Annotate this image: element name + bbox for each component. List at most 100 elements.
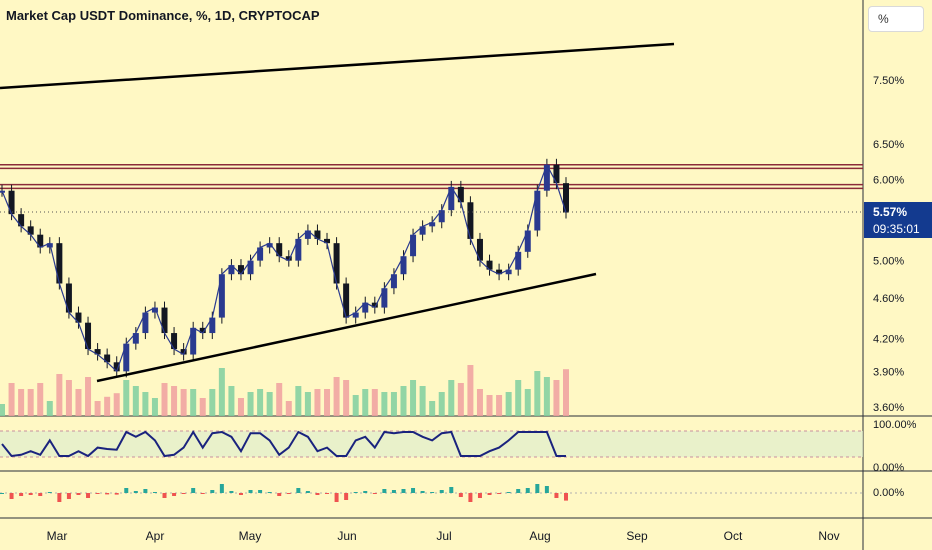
volume-bar (228, 386, 235, 416)
volume-bar (496, 395, 503, 416)
price-candle (448, 186, 455, 211)
volume-bar (390, 392, 397, 416)
volume-bar (410, 380, 417, 416)
lower-axis-labels: 100.00% 0.00% 0.00% (873, 419, 917, 499)
volume-bar (27, 389, 34, 416)
price-candle (56, 243, 63, 284)
macd-bar (267, 492, 272, 493)
macd-bar (296, 488, 301, 493)
macd-bar (401, 489, 406, 493)
volume-bar (343, 380, 350, 416)
lower-trendline[interactable] (96, 272, 597, 383)
x-tick-label: Jul (436, 529, 451, 543)
price-candle (534, 190, 541, 231)
volume-bar (314, 389, 321, 416)
macd-bar (325, 493, 330, 494)
price-candle (486, 260, 493, 270)
macd-bar (382, 489, 387, 493)
x-tick-label: Aug (529, 529, 550, 543)
volume-bar (285, 401, 292, 416)
macd-bar (143, 489, 148, 493)
volume-bar (113, 393, 120, 416)
price-candle (180, 349, 187, 355)
volume-bar (553, 380, 560, 416)
y-tick-label: 4.60% (873, 293, 904, 305)
price-candle (113, 362, 120, 372)
price-candle (161, 307, 168, 334)
price-candle (390, 274, 397, 289)
volume-bar (457, 383, 464, 416)
volume-bar (563, 369, 569, 416)
x-tick-label: Mar (47, 529, 68, 543)
macd-bar (162, 493, 167, 498)
upper-trendline[interactable] (0, 42, 675, 90)
volume-bar (448, 380, 455, 416)
volume-bar (237, 398, 244, 416)
macd-bar (28, 493, 33, 495)
price-candle (314, 230, 321, 239)
price-candle (295, 238, 302, 261)
volume-bar (142, 392, 149, 416)
macd-bar (277, 493, 282, 496)
price-candle (266, 243, 273, 248)
macd-bar (430, 492, 435, 493)
volume-bar (476, 389, 483, 416)
price-candle (276, 243, 283, 257)
price-candle (171, 333, 178, 350)
macd-bar (95, 493, 100, 494)
y-tick-label: 3.90% (873, 366, 904, 378)
volume-bar (333, 377, 340, 416)
macd-bar (152, 492, 157, 493)
volume-bar (8, 383, 15, 416)
price-candle (199, 327, 206, 334)
price-candle (94, 349, 101, 355)
volume-bar (209, 389, 216, 416)
y-tick-label: 3.60% (873, 402, 904, 414)
macd-bar (47, 492, 52, 493)
volume-bar (257, 389, 264, 416)
price-candle (524, 230, 531, 252)
price-candle (505, 269, 512, 275)
price-candle (218, 274, 225, 318)
horizontal-levels (0, 164, 863, 190)
price-candle (543, 164, 550, 191)
price-candle (352, 312, 359, 318)
macd-bar (554, 493, 559, 498)
macd-bar (487, 493, 492, 495)
volume-bar (18, 389, 25, 416)
volume-bar (486, 395, 493, 416)
volume-bar (381, 392, 388, 416)
volume-bar (75, 389, 82, 416)
macd-bar (219, 484, 224, 493)
volume-bar (304, 392, 311, 416)
volume-bar (419, 386, 426, 416)
macd-histogram (0, 484, 568, 502)
chart-title: Market Cap USDT Dominance, %, 1D, CRYPTO… (6, 8, 320, 23)
price-candle (304, 230, 311, 239)
volume-bar (199, 398, 206, 416)
macd-bar (535, 484, 540, 493)
macd-bar (363, 491, 368, 493)
volume-bar (180, 389, 187, 416)
macd-bar (105, 493, 110, 495)
volume-bar (0, 404, 5, 416)
y-tick-label: 7.50% (873, 75, 904, 87)
price-candle (257, 247, 264, 261)
price-candle (8, 190, 15, 215)
volume-bar (46, 401, 53, 416)
macd-bar (238, 493, 243, 495)
price-candle (75, 312, 82, 323)
price-candle (496, 269, 503, 275)
price-candle (27, 226, 34, 235)
price-candle (85, 322, 92, 350)
price-candle (476, 238, 483, 261)
price-candle (65, 283, 72, 313)
oscillator-lines (1, 430, 566, 458)
volume-bar (132, 386, 139, 416)
macd-bar (372, 493, 377, 494)
x-tick-label: Apr (146, 529, 165, 543)
scale-percent-button[interactable]: % (868, 6, 924, 32)
y-tick-label: 6.00% (873, 174, 904, 186)
volume-bar (429, 401, 436, 416)
